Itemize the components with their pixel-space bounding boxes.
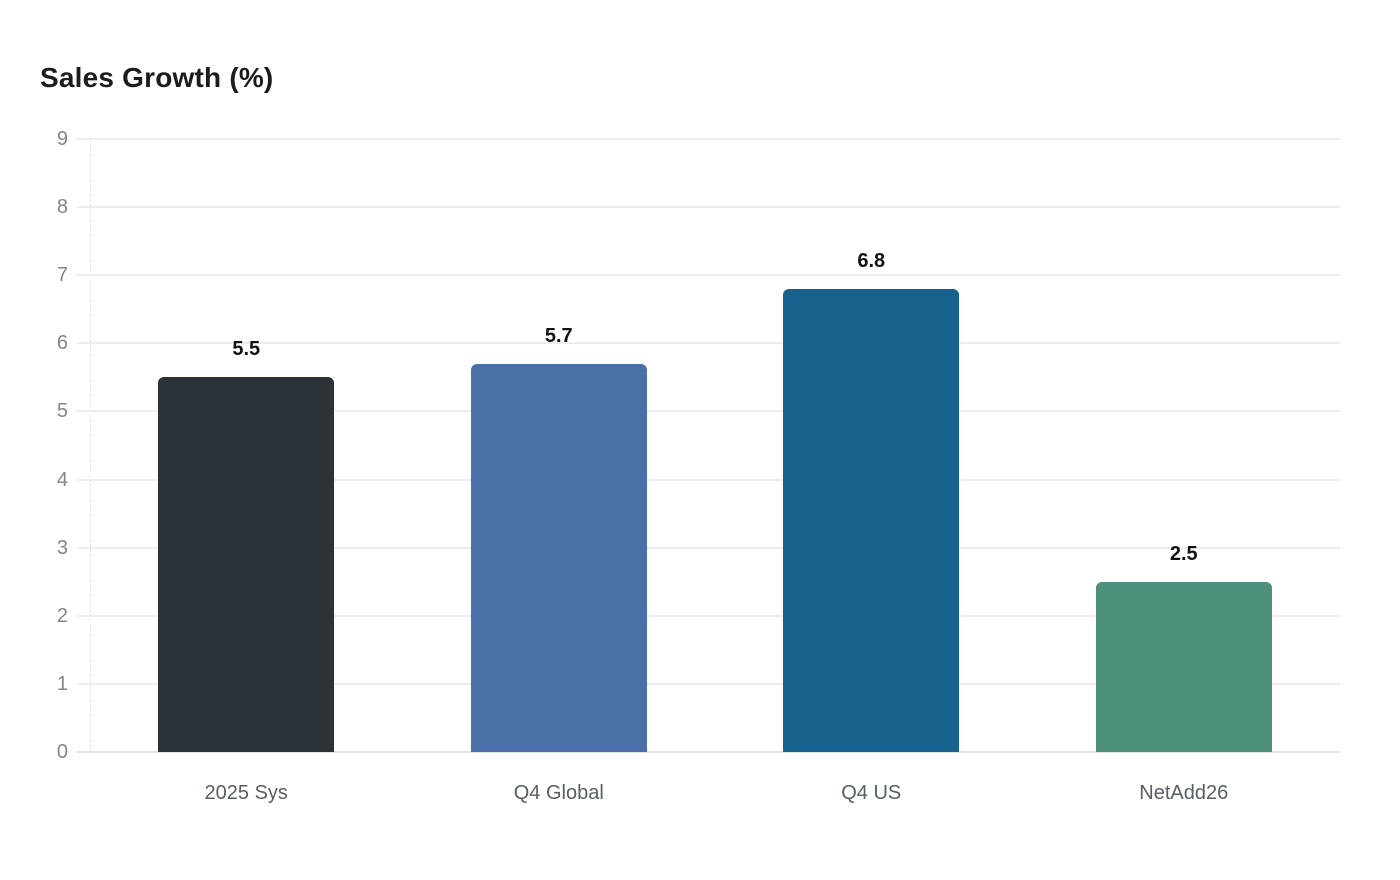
- x-axis-baseline: [77, 751, 1340, 753]
- y-tick-label: 5: [56, 400, 68, 423]
- gridline: [77, 682, 1340, 685]
- x-category-label: 2025 Sys: [204, 782, 288, 804]
- gridline: [77, 342, 1340, 345]
- gridline: [77, 410, 1340, 413]
- y-tick-label: 2: [56, 604, 68, 627]
- y-tick-label: 3: [56, 536, 68, 559]
- y-tick-label: 4: [56, 468, 68, 491]
- y-tick-label: 0: [56, 741, 68, 763]
- x-category-label: Q4 US: [841, 782, 902, 804]
- plot-area: 0 1 2 3 4 5 6 7 8 9 5.5 5.7 6.8 2.5: [57, 129, 1340, 762]
- y-axis-line: [90, 139, 91, 752]
- gridline: [77, 138, 1340, 140]
- bar-q4-global: [470, 363, 647, 752]
- gridline: [77, 478, 1340, 481]
- y-tick-label: 6: [56, 332, 68, 355]
- bar-value-label: 5.7: [544, 324, 573, 347]
- gridline: [77, 206, 1340, 209]
- x-category-label: Q4 Global: [513, 782, 604, 804]
- y-tick-label: 9: [56, 128, 68, 150]
- bar-value-label: 5.5: [232, 338, 261, 361]
- bar-2025-sys: [158, 377, 335, 752]
- bar-q4-us: [783, 288, 960, 752]
- gridline: [77, 274, 1340, 277]
- bar-value-label: 2.5: [1169, 542, 1198, 565]
- bar-value-label: 6.8: [857, 249, 886, 272]
- y-tick-label: 7: [56, 264, 68, 287]
- y-tick-label: 1: [56, 672, 68, 695]
- y-tick-label: 8: [56, 196, 68, 219]
- gridline: [77, 614, 1340, 617]
- bar-netadd26: [1095, 581, 1272, 752]
- chart-title: Sales Growth (%): [40, 62, 274, 93]
- x-category-label: NetAdd26: [1139, 782, 1229, 804]
- gridline: [77, 546, 1340, 549]
